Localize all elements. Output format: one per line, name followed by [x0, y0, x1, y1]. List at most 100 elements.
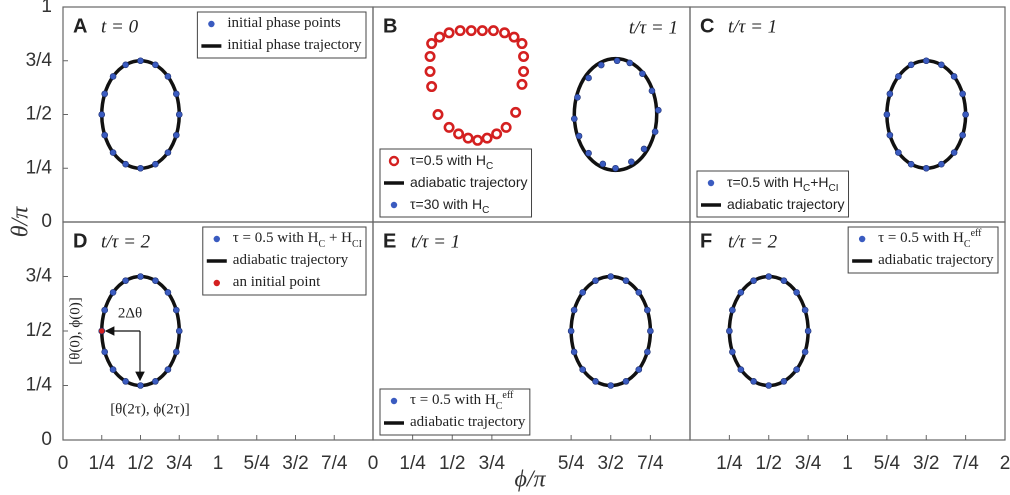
- legend-text-run: τ = 0.5 with H: [410, 392, 496, 408]
- legend-symbol: [390, 201, 398, 209]
- phase-point: [575, 132, 583, 140]
- phase-point: [750, 378, 757, 385]
- legend-text-run: eff: [502, 390, 514, 401]
- legend-text-run: τ = 0.5 with H: [878, 230, 964, 246]
- phase-point: [592, 277, 599, 284]
- phase-point: [579, 366, 586, 373]
- phase-circle: [516, 78, 528, 90]
- legend-text-run: adiabatic trajectory: [233, 252, 349, 268]
- legend-symbol: [213, 279, 220, 287]
- x-tick-label: 1/4: [399, 453, 426, 474]
- phase-circle: [432, 109, 444, 121]
- phase-circle: [516, 38, 528, 50]
- legend-label: adiabatic trajectory: [727, 196, 845, 212]
- phase-point: [907, 160, 915, 168]
- phase-circle: [426, 81, 438, 93]
- phase-point: [175, 111, 183, 118]
- phase-point: [101, 90, 108, 98]
- legend-box: [196, 11, 367, 59]
- phase-point: [98, 327, 106, 335]
- phase-circle: [434, 31, 446, 43]
- legend-label: τ=0.5 with HC: [410, 152, 493, 172]
- x-tick-label: 5/4: [558, 453, 585, 474]
- legend-label: τ=0.5 with HC+HCI: [727, 174, 839, 194]
- phase-point: [651, 128, 659, 135]
- x-tick-label: 1/4: [716, 453, 743, 474]
- phase-point: [780, 277, 788, 284]
- phase-point: [750, 277, 757, 284]
- panel-letter: A: [73, 15, 87, 37]
- x-tick-label: 3/2: [598, 453, 624, 474]
- phase-point: [122, 160, 129, 168]
- x-tick-label: 0: [58, 453, 69, 474]
- legend-text-run: eff: [971, 228, 983, 239]
- phase-circle: [508, 31, 520, 43]
- phase-point: [152, 160, 159, 168]
- phase-point: [962, 111, 969, 118]
- phase-point: [574, 94, 581, 101]
- x-tick-label: 7/4: [637, 453, 664, 474]
- annotation: [θ(0), ϕ(0)]: [67, 297, 83, 365]
- x-tick-label: 3/4: [166, 453, 193, 474]
- legend-text-run: τ=0.5 with H: [727, 174, 803, 190]
- phase-point: [628, 158, 635, 166]
- legend-text-run: C: [319, 239, 326, 250]
- phase-point: [938, 160, 945, 168]
- phase-point: [173, 131, 180, 139]
- phase-point: [592, 378, 599, 385]
- phase-circle: [443, 121, 455, 133]
- phase-circle: [518, 50, 530, 62]
- legend-label: τ = 0.5 with HC + HCI: [233, 230, 362, 249]
- panel-letter: D: [73, 230, 87, 252]
- annotation: 2Δθ: [118, 305, 142, 321]
- phase-point: [173, 306, 180, 314]
- legend-box: [379, 388, 531, 436]
- phase-point: [622, 277, 630, 284]
- phase-point: [895, 73, 902, 80]
- legend-text-run: τ = 0.5 with H: [233, 230, 319, 246]
- panel: 13/41/21/40A t = 0 initial phase pointsini…: [26, 0, 374, 232]
- legend-label: initial phase points: [227, 15, 340, 31]
- phase-point: [647, 327, 654, 335]
- phase-point: [801, 348, 809, 356]
- x-tick-label: 3/4: [795, 453, 822, 474]
- phase-point: [585, 74, 592, 82]
- phase-point: [780, 378, 788, 385]
- phase-circle: [481, 132, 493, 144]
- legend-symbol: [390, 397, 398, 405]
- legend-symbol: [858, 235, 866, 243]
- phase-circle: [462, 132, 474, 144]
- phase-point: [109, 73, 117, 80]
- phase-point: [122, 378, 129, 385]
- legend-text-run: + H: [325, 230, 352, 246]
- phase-circle: [491, 128, 503, 140]
- legend-text-run: adiabatic trajectory: [410, 414, 526, 430]
- legend-label: adiabatic trajectory: [878, 252, 994, 268]
- phase-point: [570, 306, 578, 314]
- phase-point: [570, 115, 578, 123]
- phase-point: [597, 61, 605, 69]
- time-label: t/τ = 1: [728, 16, 777, 37]
- legend-symbol: [208, 20, 215, 28]
- phase-point: [648, 87, 656, 95]
- phase-point: [626, 59, 634, 67]
- phase-point: [101, 131, 108, 139]
- phase-circle: [472, 134, 484, 146]
- phase-point: [152, 277, 159, 284]
- phase-point: [804, 327, 812, 335]
- phase-circle: [454, 25, 466, 37]
- phase-circle: [518, 66, 530, 78]
- x-tick-label: 5/4: [874, 453, 901, 474]
- phase-point: [164, 289, 172, 296]
- x-tick-label: 5/4: [244, 453, 271, 474]
- legend-text-run: adiabatic trajectory: [727, 196, 845, 212]
- y-tick-label: 1/4: [26, 375, 53, 396]
- phase-point: [164, 149, 172, 156]
- panel: 0 1/4 1/2 3/4 5/4 3/2 7/4 E t/τ = 1 τ = 0.5 with …: [368, 221, 691, 474]
- panel-letter: E: [383, 230, 396, 252]
- phase-point: [122, 277, 129, 284]
- legend-text-run: CI: [352, 239, 362, 250]
- x-tick-label: 3/2: [913, 453, 939, 474]
